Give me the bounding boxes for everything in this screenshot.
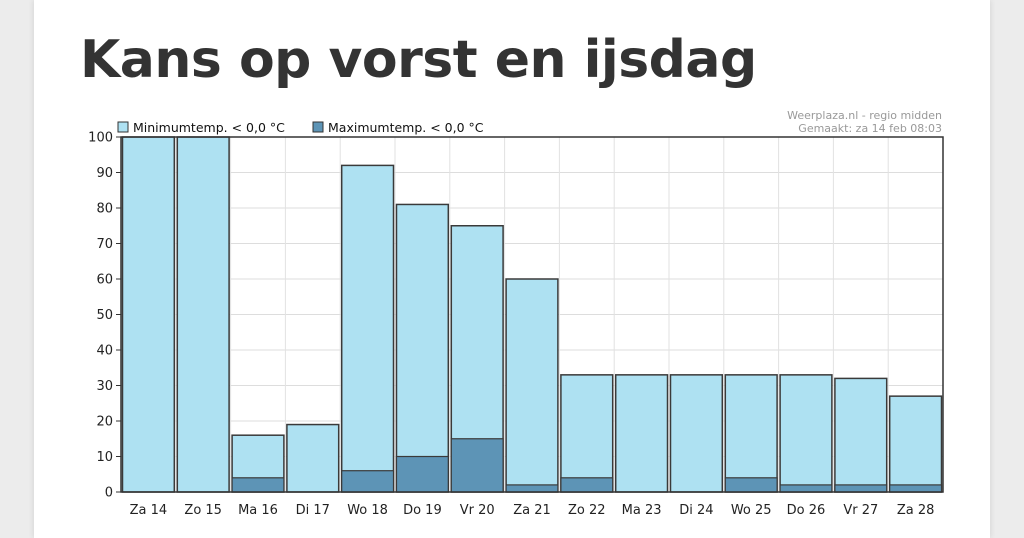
bar-max-11: [724, 477, 778, 493]
bar-min-0: [121, 136, 176, 493]
x-axis: Za 14 Zo 15 Ma 16 Di 17 Wo 18 Do 19 Vr 20 Za 21…: [130, 503, 935, 518]
x-tick-label: Ma 16: [238, 503, 278, 518]
bar-min-8: [560, 374, 614, 493]
x-tick-label: Vr 20: [460, 503, 495, 518]
y-tick-label: 10: [96, 450, 113, 465]
y-tick-label: 60: [96, 273, 113, 288]
bar-min-13: [834, 377, 888, 493]
bar-max-4: [341, 470, 395, 493]
bar-min-7: [505, 278, 559, 493]
x-tick-label: Zo 22: [568, 503, 606, 518]
bar-max-6: [450, 438, 504, 493]
legend-swatch-max: [312, 121, 324, 133]
bar-max-2: [231, 477, 285, 493]
bar-max-13: [834, 484, 888, 493]
bar-max-12: [779, 484, 833, 493]
bars: [121, 136, 943, 493]
bar-max-5: [395, 455, 449, 493]
bar-max-7: [505, 484, 559, 493]
x-tick-label: Vr 27: [843, 503, 878, 518]
x-tick-label: Di 17: [296, 503, 330, 518]
bar-min-11: [724, 374, 778, 493]
bar-min-14: [888, 395, 943, 493]
y-tick-label: 90: [96, 166, 113, 181]
y-tick-label: 100: [88, 131, 113, 146]
x-tick-label: Wo 18: [347, 503, 388, 518]
x-tick-label: Do 19: [403, 503, 442, 518]
x-tick-label: Do 26: [787, 503, 826, 518]
bar-max-14: [889, 484, 943, 493]
bar-min-5: [395, 203, 450, 493]
x-tick-label: Za 21: [513, 503, 551, 518]
credit-created: Gemaakt: za 14 feb 08:03: [798, 122, 942, 135]
bar-min-10: [669, 374, 724, 493]
x-tick-label: Ma 23: [622, 503, 662, 518]
grid: [121, 136, 943, 492]
x-tick-label: Di 24: [679, 503, 713, 518]
legend-label-min: Minimumtemp. < 0,0 °C: [133, 120, 285, 135]
bar-min-4: [340, 164, 395, 493]
bar-min-9: [614, 374, 669, 493]
y-tick-label: 80: [96, 202, 113, 217]
y-tick-label: 70: [96, 237, 113, 252]
page-title: Kans op vorst en ijsdag: [80, 30, 757, 90]
x-tick-label: Za 28: [897, 503, 935, 518]
bar-max-8: [560, 477, 614, 493]
legend-label-max: Maximumtemp. < 0,0 °C: [328, 120, 484, 135]
legend-swatch-min: [117, 121, 129, 133]
bar-min-12: [779, 374, 833, 493]
y-axis: 0 10 20 30 40 50 60 70 80 90 100: [88, 131, 121, 501]
x-tick-label: Wo 25: [731, 503, 772, 518]
credit-source: Weerplaza.nl - regio midden: [787, 109, 942, 122]
bar-min-1: [176, 136, 230, 493]
y-tick-label: 20: [96, 415, 113, 430]
y-tick-label: 40: [96, 344, 113, 359]
y-tick-label: 0: [105, 486, 113, 501]
x-tick-label: Zo 15: [184, 503, 222, 518]
bar-min-3: [286, 423, 340, 493]
y-tick-label: 50: [96, 308, 113, 323]
legend: Minimumtemp. < 0,0 °C Maximumtemp. < 0,0…: [117, 120, 484, 135]
x-tick-label: Za 14: [130, 503, 168, 518]
y-tick-label: 30: [96, 379, 113, 394]
